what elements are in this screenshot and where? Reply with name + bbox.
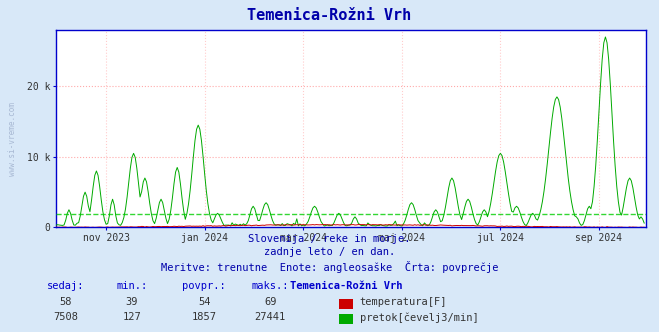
- Text: 127: 127: [123, 312, 141, 322]
- Text: pretok[čevelj3/min]: pretok[čevelj3/min]: [360, 312, 478, 323]
- Text: maks.:: maks.:: [252, 281, 289, 290]
- Text: 58: 58: [60, 297, 72, 307]
- Text: 54: 54: [198, 297, 210, 307]
- Text: 7508: 7508: [53, 312, 78, 322]
- Text: min.:: min.:: [116, 281, 148, 290]
- Text: sedaj:: sedaj:: [47, 281, 84, 290]
- Text: Slovenija / reke in morje.: Slovenija / reke in morje.: [248, 234, 411, 244]
- Text: Temenica-Rožni Vrh: Temenica-Rožni Vrh: [290, 281, 402, 290]
- Text: Meritve: trenutne  Enote: angleosaške  Črta: povprečje: Meritve: trenutne Enote: angleosaške Črt…: [161, 261, 498, 273]
- Text: zadnje leto / en dan.: zadnje leto / en dan.: [264, 247, 395, 257]
- Text: Temenica-Rožni Vrh: Temenica-Rožni Vrh: [247, 8, 412, 23]
- Text: 1857: 1857: [192, 312, 217, 322]
- Text: temperatura[F]: temperatura[F]: [360, 297, 447, 307]
- Text: 39: 39: [126, 297, 138, 307]
- Text: povpr.:: povpr.:: [183, 281, 226, 290]
- Text: www.si-vreme.com: www.si-vreme.com: [8, 103, 17, 176]
- Text: 27441: 27441: [254, 312, 286, 322]
- Text: 69: 69: [264, 297, 276, 307]
